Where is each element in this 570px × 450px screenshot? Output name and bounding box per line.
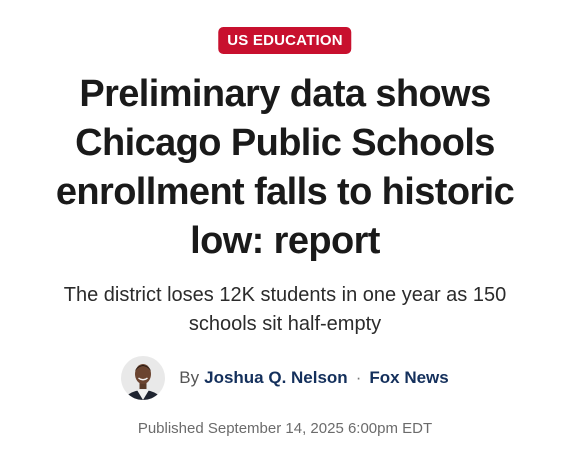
published-timestamp: Published September 14, 2025 6:00pm EDT xyxy=(137,420,433,437)
author-avatar[interactable] xyxy=(121,356,166,400)
author-portrait-icon xyxy=(121,356,166,400)
byline: By Joshua Q. Nelson · Fox News xyxy=(0,355,570,401)
author-name-link[interactable]: Joshua Q. Nelson xyxy=(204,368,348,387)
outlet-name-link[interactable]: Fox News xyxy=(369,368,449,387)
byline-separator: · xyxy=(355,368,362,387)
article-subheadline: The district loses 12K students in one y… xyxy=(63,284,507,335)
article-headline: Preliminary data shows Chicago Public Sc… xyxy=(55,73,515,262)
byline-prefix: By xyxy=(179,368,200,387)
category-badge[interactable]: US EDUCATION xyxy=(218,27,352,54)
